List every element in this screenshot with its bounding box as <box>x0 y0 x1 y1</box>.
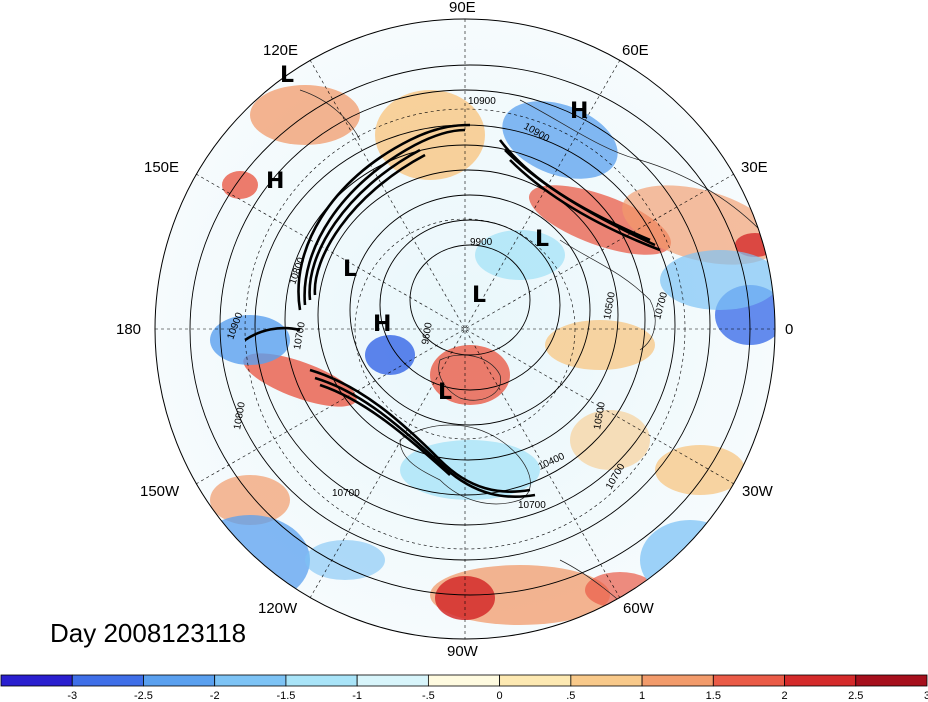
colorbar-boxes <box>0 674 928 687</box>
colorbar-box <box>71 674 144 687</box>
jet-streams <box>244 123 661 498</box>
colorbar-box <box>427 674 501 687</box>
lon-label-120w: 120W <box>258 600 298 617</box>
colorbar-tick-label: -2 <box>210 690 220 702</box>
map-grid <box>154 18 776 640</box>
lon-label-180: 180 <box>116 321 141 338</box>
colorbar: -3 -2.5 -2 -1.5 -1 -.5 0 .5 1 1.5 2 2.5 3 <box>0 674 928 702</box>
high-center: H <box>570 99 588 124</box>
colorbar-tick-label: 0 <box>497 690 503 702</box>
colorbar-box <box>712 674 785 687</box>
lon-label-150e: 150E <box>144 159 179 176</box>
low-center: L <box>343 257 357 282</box>
high-center: H <box>373 312 391 337</box>
contour-label: 9900 <box>470 237 493 248</box>
contour-label: 10700 <box>518 500 546 511</box>
low-center: L <box>438 380 452 405</box>
colorbar-tick-label: -3 <box>67 690 77 702</box>
low-center: L <box>535 227 549 252</box>
colorbar-tick-label: -1 <box>352 690 362 702</box>
lon-label-0: 0 <box>785 321 793 338</box>
colorbar-box <box>570 674 643 687</box>
colorbar-tick-label: -1.5 <box>276 690 295 702</box>
lon-label-30w: 30W <box>742 483 774 500</box>
low-center: L <box>472 283 486 308</box>
lon-label-90w: 90W <box>447 643 479 660</box>
colorbar-tick-label: -.5 <box>422 690 435 702</box>
contour-label: 9600 <box>420 321 435 345</box>
lon-label-60e: 60E <box>622 42 649 59</box>
colorbar-box <box>855 674 928 687</box>
lon-label-30e: 30E <box>741 159 768 176</box>
colorbar-tick-label: 2.5 <box>848 690 863 702</box>
pressure-centers: L H H L L L H L <box>266 63 588 405</box>
colorbar-tick-label: 3 <box>924 690 928 702</box>
low-center: L <box>280 63 294 88</box>
contour-label: 10700 <box>332 488 360 499</box>
colorbar-tick-label: -2.5 <box>134 690 153 702</box>
contour-label: 10800 <box>232 401 248 431</box>
colorbar-box <box>499 674 572 687</box>
colorbar-box <box>356 674 429 687</box>
contour-label: 10700 <box>292 321 308 351</box>
colorbar-tick-label: 2 <box>781 690 787 702</box>
colorbar-box <box>641 674 714 687</box>
colorbar-box <box>143 674 216 687</box>
colorbar-box <box>285 674 358 687</box>
longitude-labels: 90E 60E 30E 0 30W 60W 90W 120W 150W 180 … <box>116 0 793 660</box>
lon-label-150w: 150W <box>140 483 180 500</box>
colorbar-box <box>784 674 857 687</box>
colorbar-box <box>0 674 73 687</box>
contour-label: 10500 <box>592 401 608 431</box>
colorbar-tick-label: .5 <box>566 690 575 702</box>
contour-label: 10500 <box>602 291 618 321</box>
lon-label-60w: 60W <box>623 600 655 617</box>
colorbar-box <box>214 674 287 687</box>
lon-label-120e: 120E <box>263 42 298 59</box>
contour-label: 10900 <box>468 96 496 107</box>
high-center: H <box>266 169 284 194</box>
colorbar-tick-label: 1.5 <box>706 690 721 702</box>
colorbar-tick-label: 1 <box>639 690 645 702</box>
colorbar-ticks: -3 -2.5 -2 -1.5 -1 -.5 0 .5 1 1.5 2 2.5 3 <box>67 690 928 702</box>
lon-label-90e: 90E <box>449 0 476 16</box>
plot-title: Day 2008123118 <box>50 618 247 648</box>
